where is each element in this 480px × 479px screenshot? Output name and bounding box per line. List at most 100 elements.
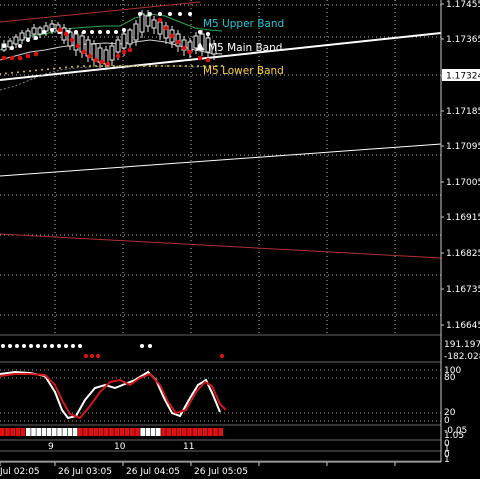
white-signal-dot [188,12,192,16]
candle-body [145,15,151,27]
lower-band-dot [107,65,109,67]
red-signal-dot [181,45,187,51]
lower-band-dot [221,65,223,67]
candle-body [7,40,13,48]
histogram-block [104,428,109,436]
ind4-label-top: 0 [444,439,450,449]
lower-band-dot [119,65,121,67]
main-grid [0,0,441,335]
candle-body [109,45,115,61]
indicator-1-dots [1,344,224,358]
white-signal-dot [42,30,46,34]
lower-band-dot [41,68,43,71]
price-tick-label: 1.16735 [446,285,480,295]
histogram-block [88,428,93,436]
stoch-level-100: 100 [444,366,461,376]
histogram-block [182,428,187,436]
arrow-up-icon [196,42,204,50]
histogram-block [57,428,62,436]
upper-band-line [0,13,223,51]
red-signal-dot [187,49,193,55]
lower-band-dot [149,65,151,67]
white-signal-dot [178,12,182,16]
time-label-3: 26 Jul 05:05 [194,467,248,477]
histogram-block [109,428,114,436]
candle-body [19,32,25,41]
lower-band-dot [203,65,205,67]
histogram-block [78,428,83,436]
time-label-1: 26 Jul 03:05 [58,467,112,477]
price-axis[interactable]: 1.174551.173651.172751.171851.170951.170… [440,0,480,465]
histogram-block [187,428,192,436]
lower-band-dot [215,65,217,67]
candle-body [91,43,97,61]
lower-band-dot [131,65,133,67]
white-signal-dot [106,30,110,34]
price-tick-label: 1.16825 [446,249,480,259]
time-label-2: 26 Jul 04:05 [126,467,180,477]
histogram-block [98,428,104,436]
trend-line-upper-white [0,32,442,81]
candle-body [115,39,121,53]
ind1-label-top: 191.1978 [444,340,480,350]
histogram-block [171,428,177,436]
histogram-block [124,428,130,436]
time-tick-marks [0,462,396,466]
main-price-panel[interactable]: M5 Upper Band M5 Main Band M5 Lower Band [0,0,442,335]
lower-band-dot [53,67,55,70]
white-signal-dot [10,46,14,50]
white-signal-dot [158,12,162,16]
lower-band-dot [65,66,67,69]
ind1-white-dot [22,344,26,348]
time-label-0: Jul 02:05 [0,467,40,477]
lower-band-dot [29,70,31,72]
marker-10: 10 [114,442,126,452]
ind5-label-top: 0 [444,450,450,460]
red-signal-dot [157,17,163,23]
white-signal-dot [148,12,152,16]
candle-body [37,27,43,35]
histogram-block [83,428,88,436]
lower-band-dot [17,71,19,74]
lower-band-dot [143,65,145,67]
histogram-block [114,428,119,436]
ind1-white-dot [43,344,47,348]
candle-body [151,19,157,29]
red-signal-dot [87,53,93,59]
lower-band-dot [185,65,187,67]
lower-band-dot [71,65,73,68]
white-signal-dot [2,44,6,48]
histogram-block [145,428,151,436]
histogram-block [161,428,166,436]
candle-body [79,35,85,53]
histogram-block [135,428,140,436]
candle-body [193,35,199,49]
red-signal-dot [163,25,169,31]
ind1-label-bottom: -182.028 [444,352,480,362]
red-signal-dot [25,53,31,59]
ind1-white-dot [57,344,61,348]
histogram-block [119,428,125,436]
lower-band-dot [209,65,211,67]
ind1-white-dot [15,344,19,348]
time-axis[interactable]: Jul 02:05 26 Jul 03:05 26 Jul 04:05 26 J… [0,461,441,477]
stochastic-grid [0,369,441,422]
candle-body [121,33,127,49]
legend-lower-band: M5 Lower Band [203,65,284,77]
candle-body [31,27,37,35]
histogram-block [72,428,78,436]
histogram-block [93,428,99,436]
price-tick-label: 1.17005 [446,178,480,188]
histogram-block [36,428,41,436]
white-signal-dot [50,28,54,32]
lower-band-dot [161,65,163,67]
histogram-panel[interactable]: 9 10 11 [0,426,441,452]
histogram-block [5,428,10,436]
stochastic-panel[interactable] [0,364,441,424]
white-signal-dot [26,38,30,42]
ind1-red-dot [90,354,94,358]
indicator-panel-1[interactable] [0,337,441,361]
histogram-block [192,428,197,436]
red-signal-dot [75,43,81,49]
